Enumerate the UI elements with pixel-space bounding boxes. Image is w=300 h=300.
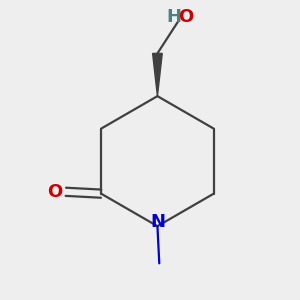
- Text: N: N: [150, 213, 165, 231]
- Text: H: H: [167, 8, 182, 26]
- Polygon shape: [153, 53, 162, 96]
- Text: O: O: [178, 8, 194, 26]
- Text: O: O: [47, 183, 62, 201]
